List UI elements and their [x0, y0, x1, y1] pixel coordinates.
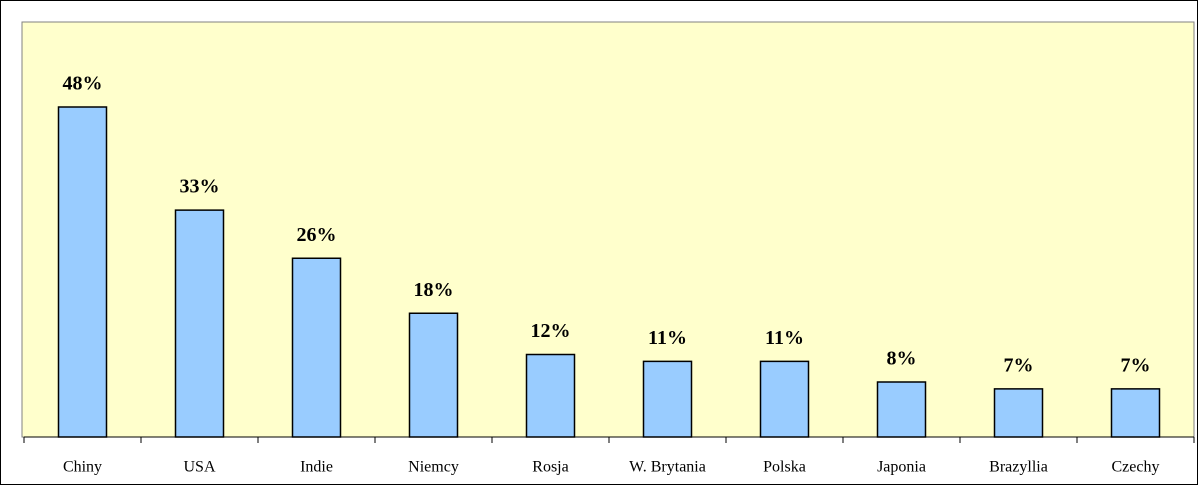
value-label: 7% [1121, 354, 1151, 376]
value-label: 11% [648, 327, 687, 349]
x-tick-label: Niemcy [408, 459, 459, 476]
value-label: 11% [765, 327, 804, 349]
x-tick-label: Polska [763, 459, 806, 476]
x-tick-label: Japonia [877, 459, 926, 476]
bar [759, 360, 810, 438]
value-label: 33% [180, 176, 220, 198]
x-tick-label: Chiny [63, 459, 102, 476]
bar [57, 106, 108, 438]
value-label: 48% [63, 73, 103, 95]
x-tick-label: Brazyllia [989, 459, 1048, 476]
bar [525, 353, 576, 438]
bar [1110, 388, 1161, 438]
bar [174, 209, 225, 438]
bar [408, 312, 459, 438]
value-label: 8% [887, 348, 917, 370]
value-label: 7% [1004, 354, 1034, 376]
bar [642, 360, 693, 438]
x-tick-label: Czechy [1112, 459, 1160, 476]
value-label: 18% [414, 279, 454, 301]
value-label: 12% [531, 320, 571, 342]
bar [993, 388, 1044, 438]
x-tick-label: Rosja [532, 459, 568, 476]
value-label: 26% [297, 224, 337, 246]
bar [291, 257, 342, 438]
bar [876, 381, 927, 438]
x-tick-label: USA [183, 459, 215, 476]
x-tick-label: Indie [300, 459, 333, 476]
x-tick-label: W. Brytania [629, 459, 706, 476]
